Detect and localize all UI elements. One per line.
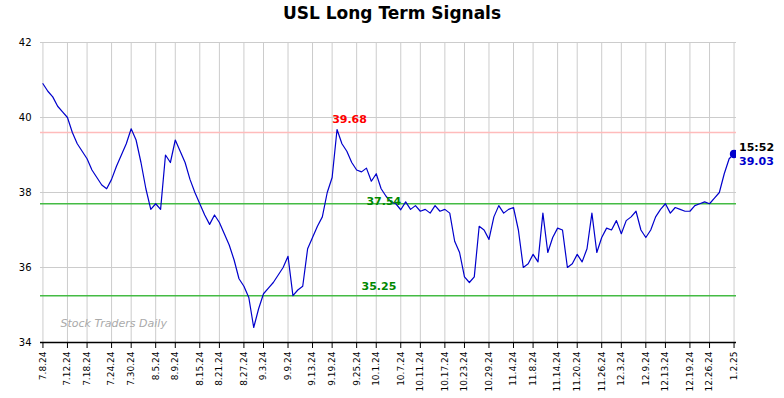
svg-text:8.21.24: 8.21.24 <box>214 351 224 386</box>
svg-text:11.8.24: 11.8.24 <box>528 351 538 386</box>
svg-text:42: 42 <box>19 37 32 48</box>
svg-text:12.13.24: 12.13.24 <box>660 351 670 391</box>
svg-text:10.11.24: 10.11.24 <box>415 351 425 391</box>
svg-text:11.20.24: 11.20.24 <box>572 351 582 391</box>
svg-text:8.9.24: 8.9.24 <box>170 351 180 380</box>
html-text:USL Long Term Signals: USL Long Term Signals <box>282 3 502 23</box>
svg-text:40: 40 <box>19 112 32 123</box>
svg-text:37.54: 37.54 <box>366 195 401 208</box>
svg-text:11.26.24: 11.26.24 <box>597 351 607 391</box>
svg-text:10.1.24: 10.1.24 <box>371 351 381 386</box>
svg-text:10.29.24: 10.29.24 <box>484 351 494 391</box>
svg-text:11.14.24: 11.14.24 <box>552 351 562 391</box>
svg-text:38: 38 <box>19 187 32 198</box>
svg-text:1.2.25: 1.2.25 <box>729 352 739 381</box>
svg-text:7.8.24: 7.8.24 <box>38 351 48 380</box>
svg-text:9.13.24: 9.13.24 <box>307 351 317 386</box>
svg-text:36: 36 <box>19 262 32 273</box>
svg-text:7.12.24: 7.12.24 <box>62 351 72 386</box>
svg-text:Stock Traders Daily: Stock Traders Daily <box>61 317 168 330</box>
svg-text:12.9.24: 12.9.24 <box>641 351 651 386</box>
svg-text:39.68: 39.68 <box>332 113 367 126</box>
svg-text:10.23.24: 10.23.24 <box>459 351 469 391</box>
svg-text:12.3.24: 12.3.24 <box>616 351 626 386</box>
svg-text:9.3.24: 9.3.24 <box>258 351 268 380</box>
svg-text:10.7.24: 10.7.24 <box>396 351 406 386</box>
svg-text:12.19.24: 12.19.24 <box>685 351 695 391</box>
svg-text:35.25: 35.25 <box>362 280 397 293</box>
svg-text:12.26.24: 12.26.24 <box>704 351 714 391</box>
svg-text:9.25.24: 9.25.24 <box>352 351 362 386</box>
svg-text:39.03: 39.03 <box>739 155 774 168</box>
svg-text:8.5.24: 8.5.24 <box>151 351 161 380</box>
svg-text:9.9.24: 9.9.24 <box>283 351 293 380</box>
svg-text:34: 34 <box>19 337 32 348</box>
svg-text:9.19.24: 9.19.24 <box>327 351 337 386</box>
svg-text:8.15.24: 8.15.24 <box>195 351 205 386</box>
svg-text:10.17.24: 10.17.24 <box>440 351 450 391</box>
svg-text:7.30.24: 7.30.24 <box>126 351 136 386</box>
svg-text:8.27.24: 8.27.24 <box>239 351 249 386</box>
svg-text:7.24.24: 7.24.24 <box>106 351 116 386</box>
svg-text:15:52: 15:52 <box>739 141 774 154</box>
svg-text:11.4.24: 11.4.24 <box>508 351 518 386</box>
svg-text:7.18.24: 7.18.24 <box>82 351 92 386</box>
